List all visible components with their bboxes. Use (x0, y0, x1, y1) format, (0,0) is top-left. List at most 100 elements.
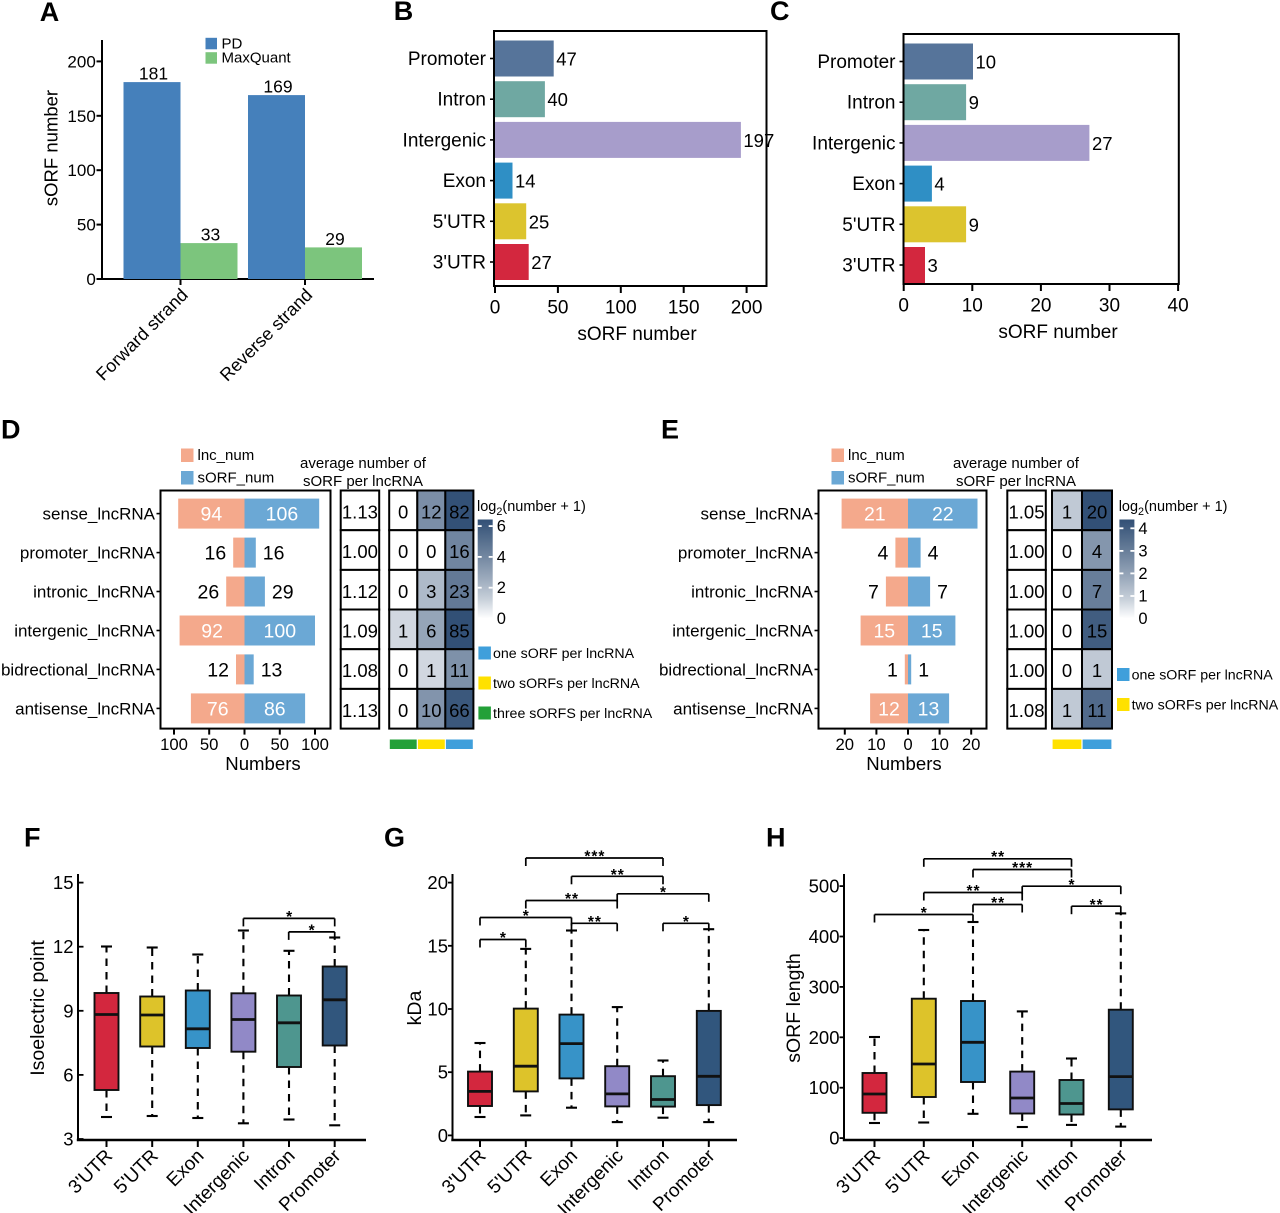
svg-text:0: 0 (398, 700, 408, 721)
svg-text:82: 82 (449, 502, 470, 523)
svg-text:B: B (394, 0, 414, 26)
svg-text:5'UTR: 5'UTR (433, 212, 486, 233)
svg-text:Isoelectric point: Isoelectric point (27, 940, 49, 1076)
svg-text:40: 40 (1168, 296, 1189, 317)
svg-text:sORF_num: sORF_num (848, 470, 925, 487)
svg-text:9: 9 (63, 1000, 73, 1021)
svg-text:5'UTR: 5'UTR (842, 215, 895, 236)
svg-text:intergenic_lncRNA: intergenic_lncRNA (672, 622, 813, 641)
svg-text:C: C (770, 0, 790, 26)
svg-text:0: 0 (1062, 541, 1072, 562)
svg-text:1: 1 (918, 659, 929, 681)
svg-text:23: 23 (449, 581, 470, 602)
svg-text:106: 106 (266, 504, 299, 526)
svg-text:1: 1 (1092, 660, 1102, 681)
svg-text:92: 92 (201, 621, 223, 643)
svg-text:20: 20 (962, 735, 981, 754)
svg-text:1: 1 (887, 659, 898, 681)
svg-text:Numbers: Numbers (866, 753, 941, 774)
svg-text:antisense_lncRNA: antisense_lncRNA (15, 699, 156, 718)
svg-text:1.00: 1.00 (1008, 621, 1044, 642)
svg-text:10: 10 (421, 700, 442, 721)
svg-text:*: * (660, 884, 667, 901)
svg-text:0: 0 (240, 735, 249, 754)
svg-text:85: 85 (449, 621, 470, 642)
svg-text:1.00: 1.00 (1008, 541, 1044, 562)
svg-text:*: * (1068, 877, 1075, 894)
svg-text:Numbers: Numbers (225, 753, 300, 774)
svg-text:15: 15 (873, 621, 895, 643)
svg-text:29: 29 (272, 582, 294, 604)
svg-text:12: 12 (421, 502, 442, 523)
svg-text:1: 1 (1138, 588, 1147, 606)
svg-text:Exon: Exon (443, 171, 486, 192)
svg-text:log2(number + 1): log2(number + 1) (477, 499, 586, 518)
svg-text:5: 5 (438, 1062, 448, 1083)
svg-text:1: 1 (398, 621, 408, 642)
svg-text:10: 10 (962, 296, 983, 317)
svg-text:197: 197 (743, 130, 774, 151)
svg-text:50: 50 (200, 735, 219, 754)
svg-text:10: 10 (867, 735, 886, 754)
svg-text:*: * (991, 849, 998, 866)
svg-text:20: 20 (1087, 502, 1108, 523)
svg-text:*: * (1097, 897, 1104, 914)
svg-text:6: 6 (426, 621, 436, 642)
svg-text:66: 66 (449, 700, 470, 721)
svg-text:181: 181 (139, 64, 168, 84)
svg-text:13: 13 (261, 659, 283, 681)
svg-text:10: 10 (930, 735, 949, 754)
svg-text:100: 100 (809, 1077, 840, 1098)
svg-text:*: * (500, 930, 507, 947)
svg-text:30: 30 (1099, 296, 1120, 317)
svg-text:300: 300 (809, 976, 840, 997)
svg-text:200: 200 (809, 1027, 840, 1048)
svg-text:1.09: 1.09 (342, 621, 378, 642)
svg-text:15: 15 (427, 935, 448, 956)
svg-text:*: * (588, 914, 595, 931)
svg-text:0: 0 (903, 735, 912, 754)
svg-text:average number of: average number of (953, 455, 1080, 472)
svg-text:0: 0 (398, 660, 408, 681)
svg-text:3: 3 (928, 255, 938, 276)
svg-text:Promoter: Promoter (408, 49, 487, 70)
svg-text:*: * (565, 891, 572, 908)
svg-text:6: 6 (63, 1064, 73, 1085)
svg-text:promoter_lncRNA: promoter_lncRNA (20, 544, 156, 563)
svg-text:20: 20 (427, 872, 448, 893)
svg-text:21: 21 (864, 504, 886, 526)
svg-text:11: 11 (450, 660, 469, 681)
svg-text:150: 150 (67, 107, 95, 126)
svg-text:sense_lncRNA: sense_lncRNA (701, 505, 814, 524)
svg-text:1: 1 (1062, 700, 1072, 721)
svg-text:H: H (766, 823, 786, 853)
svg-text:50: 50 (547, 298, 568, 319)
svg-text:33: 33 (201, 225, 220, 245)
svg-text:100: 100 (160, 735, 188, 754)
svg-text:11: 11 (1087, 700, 1106, 721)
svg-text:Intron: Intron (437, 90, 486, 111)
svg-text:16: 16 (263, 543, 285, 565)
svg-text:intergenic_lncRNA: intergenic_lncRNA (14, 622, 155, 641)
svg-text:20: 20 (1030, 296, 1051, 317)
svg-text:antisense_lncRNA: antisense_lncRNA (673, 699, 814, 718)
svg-text:200: 200 (67, 52, 95, 71)
svg-text:sORF number: sORF number (41, 90, 62, 206)
svg-text:50: 50 (77, 216, 96, 235)
svg-text:3: 3 (1138, 542, 1147, 560)
svg-text:average number of: average number of (300, 455, 427, 472)
svg-text:16: 16 (449, 541, 470, 562)
svg-text:1.13: 1.13 (342, 502, 378, 523)
svg-text:*: * (572, 891, 579, 908)
svg-text:0: 0 (398, 541, 408, 562)
svg-text:lnc_num: lnc_num (198, 447, 255, 464)
svg-text:100: 100 (605, 298, 637, 319)
svg-text:1.13: 1.13 (342, 700, 378, 721)
svg-text:76: 76 (207, 698, 229, 720)
svg-text:0: 0 (86, 270, 95, 289)
svg-text:2: 2 (1138, 565, 1147, 583)
svg-text:sORF per lncRNA: sORF per lncRNA (303, 473, 423, 490)
svg-text:3'UTR: 3'UTR (842, 256, 895, 277)
svg-text:7: 7 (868, 582, 879, 604)
svg-text:9: 9 (969, 92, 979, 113)
